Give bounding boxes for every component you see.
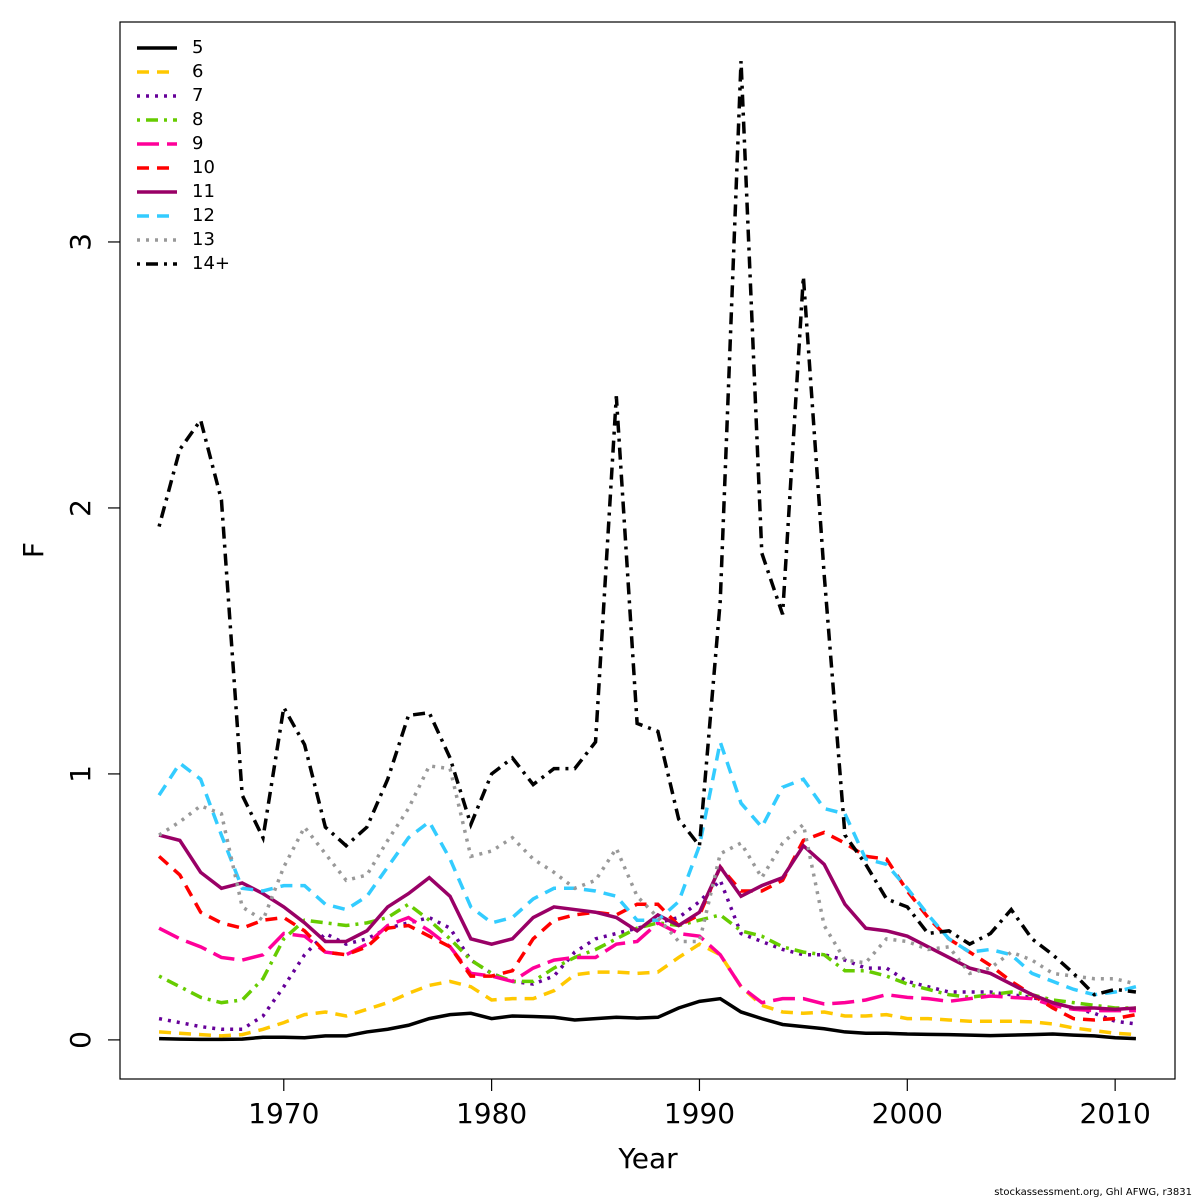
- legend-label: 12: [192, 205, 215, 226]
- x-tick-label: 1990: [664, 1097, 735, 1130]
- x-axis-label: Year: [617, 1142, 678, 1175]
- series-line: [157, 830, 1137, 1022]
- series-line: [158, 764, 1137, 986]
- x-tick-label: 1970: [248, 1097, 319, 1130]
- series-line: [158, 942, 1137, 1038]
- plot-frame: [119, 21, 1176, 1080]
- y-tick-label: 0: [64, 1031, 97, 1049]
- legend-label: 8: [192, 109, 203, 130]
- series-line: [157, 735, 1137, 997]
- x-tick-label: 2010: [1080, 1097, 1151, 1130]
- y-tick-label: 1: [64, 765, 97, 783]
- legend-label: 13: [192, 229, 215, 250]
- series-line: [158, 877, 1137, 1032]
- y-tick-label: 3: [64, 233, 97, 251]
- series-line: [158, 833, 1137, 1012]
- legend-label: 7: [192, 85, 203, 106]
- legend-label: 5: [192, 37, 203, 58]
- y-axis-label: F: [17, 542, 50, 558]
- legend-label: 6: [192, 61, 203, 82]
- series-line: [159, 996, 1136, 1042]
- legend-label: 11: [192, 181, 215, 202]
- footer: stockassessment.org, Ghl AFWG, r3831: [994, 1187, 1192, 1198]
- x-tick-label: 1980: [456, 1097, 527, 1130]
- y-tick-label: 2: [64, 499, 97, 517]
- legend-label: 10: [192, 157, 215, 178]
- series-line: [157, 61, 1137, 997]
- legend-label: 9: [192, 133, 203, 154]
- x-tick-label: 2000: [872, 1097, 943, 1130]
- legend-label: 14+: [192, 253, 230, 274]
- series-line: [158, 902, 1136, 1010]
